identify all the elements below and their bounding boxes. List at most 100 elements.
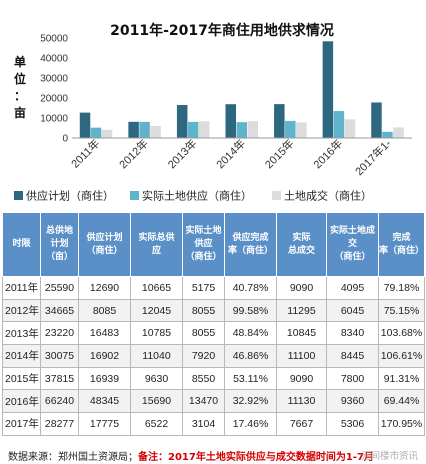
table-cell: 48345 — [78, 389, 131, 414]
table-cell: 8085 — [78, 298, 131, 323]
table-cell: 37815 — [40, 366, 79, 391]
column-header: 实际土地成交 （商住） — [326, 212, 379, 277]
bar — [247, 121, 258, 138]
legend: 供应计划（商住） 实际土地供应（商住） 土地成交（商住） — [14, 189, 372, 203]
table-cell: 66240 — [40, 389, 79, 414]
bar — [150, 125, 161, 138]
table-cell: 7667 — [276, 412, 327, 436]
y-tick-label: 0 — [62, 134, 68, 145]
table-cell: 16902 — [78, 344, 131, 368]
table-cell: 6522 — [130, 412, 183, 436]
y-tick-label: 10000 — [40, 114, 68, 125]
column-header-line: 实际 — [292, 232, 311, 243]
watermark: 元间楼市资讯 — [360, 451, 418, 462]
x-axis: 2011年 2012年 2013年 2014年 2015年 2016年 2017年1- — [68, 136, 412, 178]
bar — [344, 119, 356, 138]
column-header-line: 供应计划 — [86, 232, 123, 243]
table-cell: 8055 — [182, 298, 225, 323]
row-year: 2014年 — [2, 344, 41, 368]
table-cell: 28277 — [40, 412, 79, 436]
table-cell: 99.58% — [224, 298, 277, 323]
column-header-line: （商住） — [334, 252, 371, 262]
table-cell: 79.18% — [378, 276, 425, 300]
column-header-line: 实际土地成 — [329, 226, 375, 236]
column-header-line: （商住） — [86, 245, 123, 256]
bar — [79, 112, 91, 138]
table-cell: 34665 — [40, 298, 79, 323]
y-axis-label-char: ： — [14, 89, 26, 103]
y-tick-label: 40000 — [40, 54, 68, 65]
column-header: 实际土地 供应 （商住） — [182, 212, 225, 277]
column-header-line: 完成 — [392, 232, 411, 243]
table-cell: 8445 — [326, 344, 379, 368]
column-header-line: 计划 — [50, 239, 69, 249]
y-axis: 0 10000 20000 30000 40000 50000 — [40, 34, 68, 145]
row-year: 2015年 — [2, 366, 41, 391]
data-source: 数据来源：郑州国土资源局； — [8, 452, 138, 463]
table-cell: 8340 — [326, 321, 379, 346]
table-header-row: 时限 总供地 计划 （亩） 供应计划 （商住） 实际总供应实际土地 供应 （商住） 供应完成 率（商… — [2, 212, 425, 277]
y-axis-label-char: 单 — [14, 54, 26, 69]
table-cell: 11040 — [130, 344, 183, 368]
bar — [101, 129, 113, 138]
y-axis-label-char: 亩 — [14, 105, 26, 120]
column-header-line: 总供地 — [45, 226, 73, 236]
x-tick-label: 2013年 — [165, 136, 200, 171]
legend-swatch — [14, 191, 23, 200]
bar — [176, 105, 188, 138]
legend-swatch — [130, 191, 139, 200]
table-cell: 16483 — [78, 321, 131, 346]
column-header-line: 实际总供 — [138, 232, 175, 243]
column-header-line: 实际土地 — [185, 226, 222, 236]
row-year: 2016年 — [2, 389, 41, 414]
table-cell: 8055 — [182, 321, 225, 346]
row-year: 2013年 — [2, 321, 41, 346]
table-cell: 30075 — [40, 344, 79, 368]
table-cell: 32.92% — [224, 389, 277, 414]
table-cell: 46.86% — [224, 344, 277, 368]
column-header-line: 供应完成 — [232, 232, 269, 243]
table-cell: 23220 — [40, 321, 79, 346]
table-cell: 9360 — [326, 389, 379, 414]
column-header-line: （亩） — [45, 252, 73, 262]
bar — [236, 122, 247, 138]
column-header: 实际 总成交 — [276, 212, 327, 277]
bar — [333, 111, 345, 138]
table-cell: 12045 — [130, 298, 183, 323]
table-cell: 12690 — [78, 276, 131, 300]
table-cell: 10665 — [130, 276, 183, 300]
table-cell: 25590 — [40, 276, 79, 300]
table-row: 2012年 34665 8085 12045 8055 99.58% 11295 6045 75… — [2, 298, 425, 323]
footnote: 备注：2017年土地实际供应与成交数据时间为1-7月 — [138, 452, 374, 463]
legend-entry: 供应计划（商住） — [26, 189, 114, 203]
table-cell: 48.84% — [224, 321, 277, 346]
column-header: 供应计划 （商住） — [78, 212, 131, 277]
table-row: 2013年 23220 16483 10785 8055 48.84% 10845 8340 1… — [2, 321, 425, 346]
column-header-line: 时限 — [12, 239, 31, 249]
column-header-line: 率（商住） — [227, 245, 273, 256]
column-header: 供应完成率（商住） — [224, 212, 277, 277]
column-header-line: 率（商住） — [379, 245, 425, 256]
table-cell: 75.15% — [378, 298, 425, 323]
x-tick-label: 2017年1- — [352, 136, 394, 178]
chart: 2011年-2017年商住用地供求情况 单位 ： 亩 0 10000 20000 3000… — [14, 22, 412, 203]
table-cell: 11100 — [276, 344, 327, 368]
table-cell: 17.46% — [224, 412, 277, 436]
x-tick-label: 2014年 — [213, 136, 248, 171]
table-cell: 9090 — [276, 366, 327, 391]
table-body: 2011年 25590 12690 10665 5175 40.78% 9090 4095 79… — [2, 276, 425, 436]
x-tick-label: 2011年 — [68, 136, 102, 170]
table-cell: 106.61% — [378, 344, 425, 368]
bar — [322, 41, 334, 139]
bars — [79, 41, 404, 139]
bar — [187, 121, 199, 138]
row-year: 2012年 — [2, 298, 41, 323]
table-cell: 10785 — [130, 321, 183, 346]
x-tick-label: 2016年 — [310, 136, 345, 171]
table-cell: 103.68% — [378, 321, 425, 346]
column-header-line: 应 — [151, 245, 161, 256]
bar — [225, 104, 236, 138]
table-cell: 91.31% — [378, 366, 425, 391]
table-cell: 8550 — [182, 366, 225, 391]
bar — [296, 122, 307, 138]
